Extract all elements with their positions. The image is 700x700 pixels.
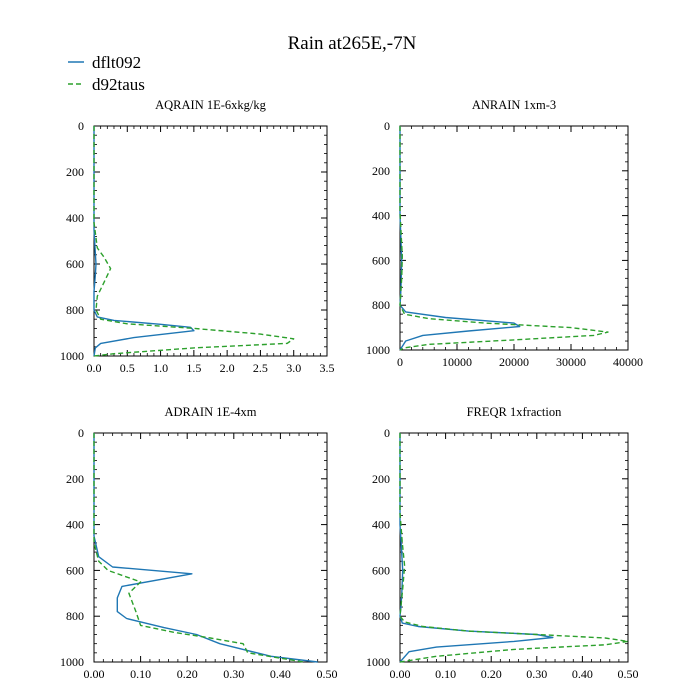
x-tick-label: 0.10: [130, 667, 151, 681]
y-tick-label: 600: [66, 257, 84, 271]
plot-frame: [93, 432, 328, 663]
series-line-d92taus: [399, 126, 609, 351]
x-tick-label: 0.00: [84, 667, 105, 681]
panel-adrain: ADRAIN 1E-4xm 0.00 0.10 0.20 0.30 0.40 0.50 0 20…: [60, 405, 338, 681]
figure-title: Rain at265E,-7N: [288, 33, 417, 54]
x-tick-label: 3.0: [286, 361, 301, 375]
x-tick-label: 0.5: [120, 361, 135, 375]
x-tick-label: 0.20: [481, 667, 502, 681]
y-tick-label: 800: [66, 303, 84, 317]
panel-title: AQRAIN 1E-6xkg/kg: [155, 98, 267, 112]
series-line-d92taus: [93, 126, 295, 357]
x-tick-label: 0.30: [526, 667, 547, 681]
y-tick-label: 800: [372, 298, 390, 312]
series-line-d92taus: [399, 433, 629, 663]
x-tick-label: 0.20: [177, 667, 198, 681]
y-tick-label: 600: [66, 563, 84, 577]
x-tick-label: 0.50: [317, 667, 338, 681]
x-tick-label: 0.0: [87, 361, 102, 375]
x-tick-label: 0.40: [572, 667, 593, 681]
y-tick-label: 400: [66, 518, 84, 532]
x-tick-label: 0.00: [390, 667, 411, 681]
panel-freqr: FREQR 1xfraction 0.00 0.10 0.20 0.30 0.40 0.50…: [366, 405, 639, 681]
y-tick-label: 400: [372, 209, 390, 223]
x-tick-label: 0.40: [270, 667, 291, 681]
y-tick-label: 200: [372, 472, 390, 486]
y-tick-label: 1000: [366, 343, 390, 357]
x-tick-label: 2.5: [253, 361, 268, 375]
y-tick-label: 1000: [60, 349, 84, 363]
y-tick-label: 600: [372, 253, 390, 267]
x-tick-label: 10000: [442, 355, 472, 369]
x-tick-label: 40000: [613, 355, 643, 369]
y-tick-label: 0: [78, 119, 84, 133]
series-line-dflt092: [399, 126, 521, 351]
y-tick-label: 800: [66, 609, 84, 623]
y-tick-label: 400: [372, 518, 390, 532]
panel-title: FREQR 1xfraction: [467, 405, 563, 419]
y-tick-label: 1000: [366, 655, 390, 669]
series-line-d92taus: [93, 433, 304, 663]
y-tick-label: 800: [372, 609, 390, 623]
panel-title: ADRAIN 1E-4xm: [164, 405, 256, 419]
x-tick-label: 0.50: [618, 667, 639, 681]
y-tick-label: 200: [372, 164, 390, 178]
legend: dflt092 d92taus: [68, 53, 145, 94]
x-tick-label: 1.0: [153, 361, 168, 375]
y-tick-label: 0: [384, 426, 390, 440]
y-tick-label: 600: [372, 563, 390, 577]
panel-title: ANRAIN 1xm-3: [472, 98, 556, 112]
y-tick-label: 0: [78, 426, 84, 440]
x-tick-label: 0.10: [435, 667, 456, 681]
x-tick-label: 2.0: [220, 361, 235, 375]
legend-label-0: dflt092: [92, 53, 141, 72]
y-tick-label: 200: [66, 472, 84, 486]
y-tick-label: 1000: [60, 655, 84, 669]
y-tick-label: 400: [66, 211, 84, 225]
legend-label-1: d92taus: [92, 75, 145, 94]
panel-anrain: ANRAIN 1xm-3 0 10000 20000 30000 40000 0 200 400…: [366, 98, 643, 369]
y-tick-label: 0: [384, 119, 390, 133]
x-tick-label: 1.5: [186, 361, 201, 375]
series-line-dflt092: [399, 433, 554, 663]
x-tick-label: 0.30: [223, 667, 244, 681]
series-line-dflt092: [93, 433, 318, 663]
y-tick-label: 200: [66, 165, 84, 179]
x-tick-label: 20000: [499, 355, 529, 369]
panel-aqrain: AQRAIN 1E-6xkg/kg 0.0 0.5 1.0 1.5 2.0 2.5 3.0 3.…: [60, 98, 335, 375]
series-line-dflt092: [93, 126, 195, 357]
plot-frame: [399, 432, 629, 663]
x-tick-label: 0: [397, 355, 403, 369]
x-tick-label: 3.5: [320, 361, 335, 375]
x-tick-label: 30000: [556, 355, 586, 369]
